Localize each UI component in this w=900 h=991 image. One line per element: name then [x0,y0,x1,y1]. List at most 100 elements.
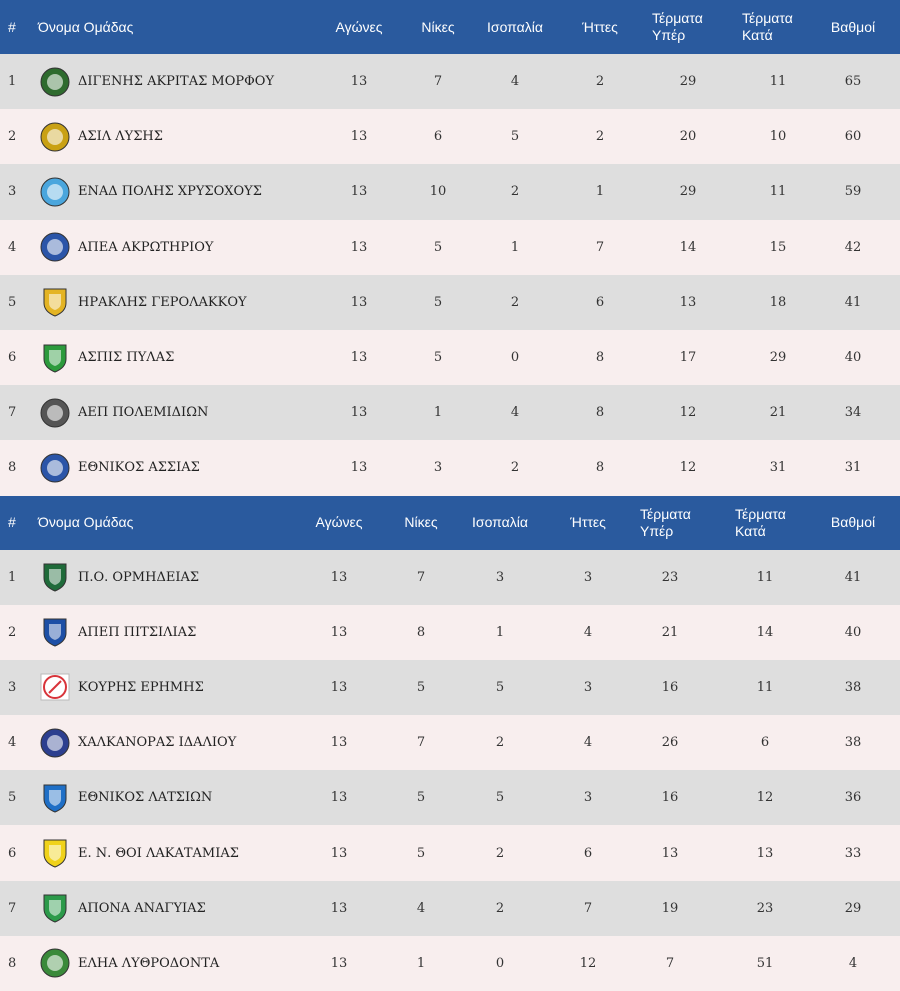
team-name-link[interactable]: ΕΘΝΙΚΟΣ ΛΑΤΣΙΩΝ [78,770,212,825]
team-name-link[interactable]: ΑΠΟΝΑ ΑΝΑΓΥΙΑΣ [78,881,206,936]
header-played[interactable]: Αγώνες [316,496,362,550]
header-wins[interactable]: Νίκες [420,0,456,54]
goals-against-cell: 51 [735,936,795,991]
team-name-link[interactable]: ΑΠΕΑ ΑΚΡΩΤΗΡΙΟΥ [78,220,214,275]
position-cell: 5 [8,770,16,825]
apona-crest-icon [38,891,72,925]
header-goals-against-line-1: Τέρματα [742,10,793,27]
team-name-link[interactable]: Π.Ο. ΟΡΜΗΔΕΙΑΣ [78,550,199,605]
goals-for-cell: 16 [640,770,700,825]
header-team-name[interactable]: Όνομα Ομάδας [38,496,133,550]
header-losses[interactable]: Ήττες [580,0,620,54]
header-draws[interactable]: Ισοπαλία [470,496,530,550]
enad-crest-icon [38,175,72,209]
draws-cell: 4 [485,385,545,440]
team-name-link[interactable]: ΑΣΠΙΣ ΠΥΛΑΣ [78,330,174,385]
team-name-link[interactable]: ΕΛΗΑ ΛΥΘΡΟΔΟΝΤΑ [78,936,219,991]
team-name-link[interactable]: ΑΠΕΠ ΠΙΤΣΙΛΙΑΣ [78,605,196,660]
wins-cell: 5 [420,220,456,275]
losses-cell: 6 [568,825,608,880]
draws-cell: 2 [470,881,530,936]
header-position[interactable]: # [8,0,16,54]
goals-against-cell: 12 [735,770,795,825]
team-name-link[interactable]: ΚΟΥΡΗΣ ΕΡΗΜΗΣ [78,660,204,715]
played-cell: 13 [336,440,382,495]
team-name-link[interactable]: ΧΑΛΚΑΝΟΡΑΣ ΙΔΑΛΙΟΥ [78,715,236,770]
team-name-link[interactable]: Ε. Ν. ΘΟΙ ΛΑΚΑΤΑΜΙΑΣ [78,825,239,880]
wins-cell: 3 [420,440,456,495]
draws-cell: 5 [470,660,530,715]
header-played[interactable]: Αγώνες [336,0,382,54]
position-cell: 3 [8,164,16,219]
header-goals-for-line-2: Υπέρ [652,27,703,44]
team-name-link[interactable]: ΕΝΑΔ ΠΟΛΗΣ ΧΡΥΣΟΧΟΥΣ [78,164,262,219]
header-losses[interactable]: Ήττες [568,496,608,550]
position-cell: 1 [8,54,16,109]
header-goals-against-line-2: Κατά [742,27,793,44]
draws-cell: 0 [470,936,530,991]
played-cell: 13 [336,330,382,385]
team-name-link[interactable]: ΔΙΓΕΝΗΣ ΑΚΡΙΤΑΣ ΜΟΡΦΟΥ [78,54,274,109]
header-position[interactable]: # [8,496,16,550]
team-name-link[interactable]: ΑΣΙΛ ΛΥΣΗΣ [78,109,163,164]
header-draws[interactable]: Ισοπαλία [485,0,545,54]
played-cell: 13 [336,164,382,219]
points-cell: 31 [828,440,878,495]
goals-against-cell: 15 [742,220,814,275]
losses-cell: 7 [568,881,608,936]
header-points[interactable]: Βαθμοί [828,0,878,54]
table-header: # Όνομα Ομάδας Αγώνες Νίκες Ισοπαλία Ήττες Τέρ… [0,496,900,550]
header-points[interactable]: Βαθμοί [828,496,878,550]
goals-against-cell: 21 [742,385,814,440]
goals-for-cell: 20 [652,109,724,164]
wins-cell: 5 [420,330,456,385]
kouris-crest-icon [38,670,72,704]
losses-cell: 8 [580,440,620,495]
draws-cell: 1 [485,220,545,275]
team-name-link[interactable]: ΑΕΠ ΠΟΛΕΜΙΔΙΩΝ [78,385,208,440]
wins-cell: 6 [420,109,456,164]
position-cell: 4 [8,715,16,770]
team-name-link[interactable]: ΕΘΝΙΚΟΣ ΑΣΣΙΑΣ [78,440,200,495]
team-name-link[interactable]: ΗΡΑΚΛΗΣ ΓΕΡΟΛΑΚΚΟΥ [78,275,247,330]
goals-against-cell: 11 [735,660,795,715]
draws-cell: 2 [485,275,545,330]
goals-for-cell: 7 [640,936,700,991]
goals-against-cell: 11 [742,164,814,219]
goals-for-cell: 23 [640,550,700,605]
draws-cell: 3 [470,550,530,605]
apea-crest-icon [38,230,72,264]
wins-cell: 7 [403,715,439,770]
header-goals-for-line-2: Υπέρ [640,523,691,540]
goals-for-cell: 12 [652,440,724,495]
table-header: # Όνομα Ομάδας Αγώνες Νίκες Ισοπαλία Ήττες Τέρ… [0,0,900,54]
goals-against-cell: 13 [735,825,795,880]
position-cell: 5 [8,275,16,330]
draws-cell: 5 [470,770,530,825]
header-wins[interactable]: Νίκες [403,496,439,550]
losses-cell: 4 [568,715,608,770]
position-cell: 8 [8,440,16,495]
header-team-name[interactable]: Όνομα Ομάδας [38,0,133,54]
